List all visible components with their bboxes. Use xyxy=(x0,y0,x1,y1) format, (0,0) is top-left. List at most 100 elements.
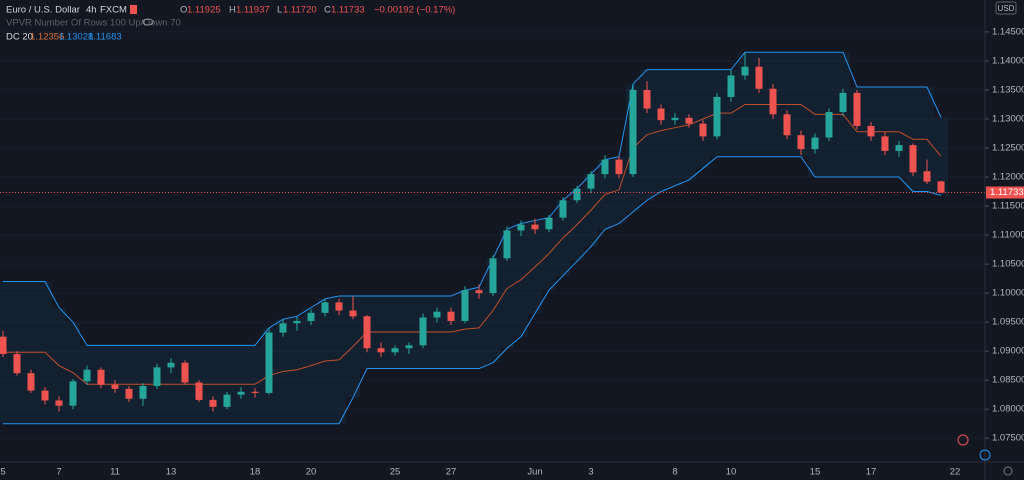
interval[interactable]: 4h xyxy=(86,5,97,16)
candle-body xyxy=(349,310,357,317)
candle-body xyxy=(0,336,7,355)
candle-body xyxy=(41,390,49,401)
channel-band xyxy=(934,117,948,196)
source: FXCM xyxy=(100,5,127,16)
candle-body xyxy=(601,159,609,175)
x-tick-label: 20 xyxy=(306,467,317,478)
x-tick-label: Jun xyxy=(527,467,542,478)
y-tick-label: 1.08000 xyxy=(992,404,1024,415)
x-tick-label: 7 xyxy=(56,467,61,478)
candle-body xyxy=(923,171,931,182)
y-tick-label: 1.09000 xyxy=(992,346,1024,357)
candle-body xyxy=(97,369,105,385)
candle-body xyxy=(937,181,945,193)
candle-body xyxy=(839,92,847,113)
candle-body xyxy=(13,354,21,374)
candle-body xyxy=(755,66,763,89)
candle-body xyxy=(433,311,441,318)
x-tick-label: 15 xyxy=(810,467,821,478)
candle-body xyxy=(671,117,679,121)
y-tick-label: 1.10000 xyxy=(992,288,1024,299)
candle-body xyxy=(139,385,147,399)
ohlc-label: O xyxy=(180,5,187,16)
candle-body xyxy=(573,188,581,201)
candle-body xyxy=(685,117,693,124)
candle-body xyxy=(307,312,315,321)
header: Euro / U.S. Dollar 4h FXCM O 1.11925 H 1… xyxy=(6,5,455,43)
x-tick-label: 3 xyxy=(588,467,593,478)
x-tick-label: 5 xyxy=(0,467,5,478)
symbol[interactable]: Euro / U.S. Dollar xyxy=(6,5,80,16)
candle-body xyxy=(377,348,385,353)
plot-area xyxy=(0,31,985,439)
dc-upper-line xyxy=(3,51,942,346)
y-tick-label: 1.14000 xyxy=(992,55,1024,66)
x-tick-label: 11 xyxy=(110,467,120,478)
candle-body xyxy=(209,399,217,407)
eye-icon[interactable] xyxy=(142,18,154,26)
x-tick-label: 8 xyxy=(672,467,677,478)
y-tick-label: 1.12500 xyxy=(992,143,1024,154)
flag-icon[interactable] xyxy=(130,5,137,14)
x-tick-label: 18 xyxy=(250,467,261,478)
y-tick-label: 1.11500 xyxy=(992,201,1024,212)
candle-body xyxy=(643,89,651,109)
candle-body xyxy=(531,224,539,230)
ohlc-value: 1.11733 xyxy=(331,5,365,16)
candle-body xyxy=(909,145,917,173)
candle-body xyxy=(167,362,175,368)
candle-body xyxy=(27,373,35,391)
currency: USD xyxy=(998,4,1015,13)
candle-body xyxy=(181,362,189,383)
candle-body xyxy=(223,394,231,407)
candle-body xyxy=(391,348,399,353)
candle-body xyxy=(503,230,511,259)
candle-body xyxy=(895,145,903,151)
currency-box[interactable] xyxy=(995,1,1017,15)
y-tick-label: 1.13000 xyxy=(992,113,1024,124)
candle-body xyxy=(69,381,77,406)
vpvr-study[interactable]: VPVR Number Of Rows 100 Up/Down 70 xyxy=(6,18,181,29)
y-tick-label: 1.11000 xyxy=(992,230,1024,241)
candle-body xyxy=(153,367,161,386)
x-tick-label: 27 xyxy=(446,467,457,478)
dc-upper-value: 1.13028 xyxy=(59,32,93,43)
candle-body xyxy=(363,316,371,349)
candle-body xyxy=(615,159,623,175)
y-tick-label: 1.13500 xyxy=(992,84,1024,95)
settings-icon[interactable] xyxy=(1003,466,1013,476)
candle-body xyxy=(265,332,273,393)
candle-body xyxy=(335,302,343,311)
candle-body xyxy=(251,391,259,393)
x-tick-label: 22 xyxy=(950,467,961,478)
ohlc-label: H xyxy=(229,5,236,16)
candle-body xyxy=(545,217,553,230)
candle-body xyxy=(321,302,329,313)
candle-body xyxy=(825,112,833,138)
x-tick-label: 13 xyxy=(166,467,177,478)
candle-body xyxy=(405,345,413,349)
x-tick-label: 17 xyxy=(866,467,877,478)
candle-body xyxy=(279,323,287,333)
candle-body xyxy=(195,382,203,400)
x-tick-label: 25 xyxy=(390,467,401,478)
ohlc-label: L xyxy=(277,5,282,16)
candle-body xyxy=(125,388,133,399)
ohlc-value: 1.11720 xyxy=(283,5,317,16)
candle-body xyxy=(475,290,483,294)
y-tick-label: 1.09500 xyxy=(992,317,1024,328)
candle-body xyxy=(811,137,819,150)
event-icon[interactable] xyxy=(979,449,991,461)
candle-body xyxy=(447,311,455,321)
dc-lower-line xyxy=(3,156,942,425)
candle-body xyxy=(853,92,861,126)
candle-body xyxy=(419,317,427,346)
candle-body xyxy=(783,114,791,136)
candle-body xyxy=(587,174,595,189)
dc-lower-value: 1.11683 xyxy=(88,32,122,43)
dc-study[interactable]: DC 20 xyxy=(6,32,33,43)
event-icon[interactable] xyxy=(957,434,969,446)
y-tick-label: 1.14500 xyxy=(992,26,1024,37)
